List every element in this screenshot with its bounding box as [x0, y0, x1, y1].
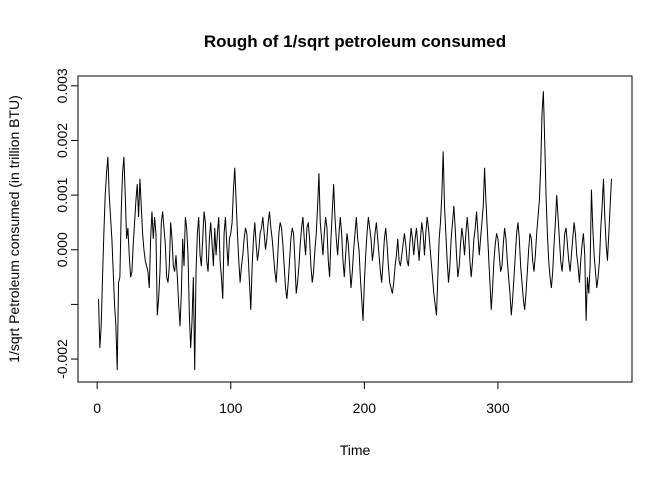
y-tick-label: 0.003: [54, 68, 70, 103]
x-tick-label: 0: [93, 400, 101, 416]
chart-title: Rough of 1/sqrt petroleum consumed: [204, 32, 506, 51]
y-tick-label: 0.000: [54, 232, 70, 267]
y-tick-label: -0.002: [54, 339, 70, 379]
y-tick-label: 0.002: [54, 123, 70, 158]
y-axis-label: 1/sqrt Petroleum consumed (in trillion B…: [6, 95, 22, 363]
x-tick-label: 300: [486, 400, 510, 416]
series-line: [98, 91, 612, 370]
y-tick-label: 0.001: [54, 177, 70, 212]
x-axis-label: Time: [340, 442, 371, 458]
x-tick-label: 100: [219, 400, 243, 416]
x-tick-label: 200: [353, 400, 377, 416]
